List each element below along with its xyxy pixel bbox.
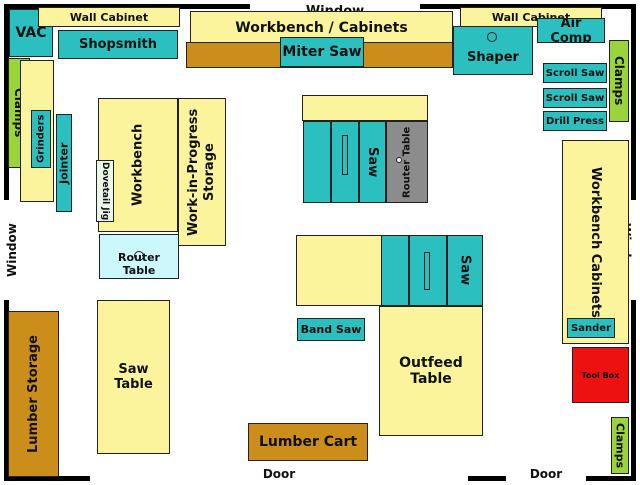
wall-left-upper (4, 4, 9, 200)
clamps-right-bottom: Clamps (611, 417, 629, 474)
drill-press: Drill Press (543, 111, 607, 131)
router-table-grey: Router Table (386, 121, 428, 203)
door-left-label: Door (262, 467, 296, 481)
vac: VAC (9, 9, 53, 57)
router-table-small: Router Table (99, 234, 179, 279)
sander: Sander (567, 318, 615, 338)
wall-bottom-mid (468, 476, 506, 481)
clamps-right-top: Clamps (609, 40, 629, 122)
lumber-storage: Lumber Storage (8, 311, 59, 477)
wall-left-lower (4, 300, 9, 481)
wall-top-left (4, 4, 250, 9)
grinders: Grinders (31, 110, 51, 168)
shaper-spindle-icon (487, 32, 497, 42)
upper-saw-blade-slot (342, 135, 348, 175)
wall-bottom-right (586, 476, 636, 481)
upper-saw-extension (302, 95, 428, 121)
saw-upper: Saw (359, 121, 386, 203)
outfeed-table: Outfeed Table (379, 306, 483, 436)
upper-saw-body (331, 121, 359, 203)
air-comp: Air Comp (537, 18, 605, 43)
saw-lower: Saw (447, 235, 483, 306)
router-table-grey-bit-icon (396, 157, 402, 163)
jointer: Jointer (56, 114, 72, 212)
lower-saw-extension (296, 235, 382, 306)
lower-saw-left-wing (381, 235, 409, 306)
lower-saw-blade-slot (424, 252, 430, 290)
wall-cabinet-left: Wall Cabinet (38, 7, 180, 27)
wall-right-upper (631, 4, 636, 200)
wall-top-right (420, 4, 636, 9)
wall-right-lower (631, 300, 636, 481)
band-saw: Band Saw (297, 318, 365, 341)
saw-table: Saw Table (97, 300, 170, 454)
window-left-label: Window (5, 223, 19, 277)
workbench-cabinets-right: Workbench Cabinets (562, 140, 629, 344)
dovetail-jig: Dovetail Jig (96, 160, 114, 222)
router-table-small-bit-icon (134, 251, 144, 261)
lumber-cart: Lumber Cart (248, 423, 368, 461)
tool-box: Tool Box (572, 347, 629, 403)
wall-bottom-left (4, 476, 90, 481)
wip-storage: Work-in-Progress Storage (178, 98, 226, 246)
miter-saw: Miter Saw (280, 37, 364, 67)
lower-saw-body (409, 235, 447, 306)
scroll-saw-2: Scroll Saw (543, 88, 607, 108)
scroll-saw-1: Scroll Saw (543, 63, 607, 83)
door-right-label: Door (529, 467, 563, 481)
upper-saw-left-wing (303, 121, 331, 203)
shopsmith: Shopsmith (58, 30, 178, 59)
